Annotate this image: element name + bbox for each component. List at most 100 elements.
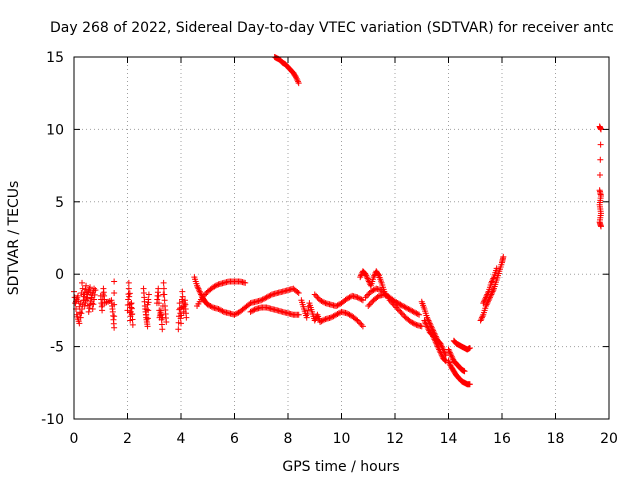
data-point bbox=[312, 316, 319, 323]
data-point bbox=[381, 291, 388, 298]
data-point bbox=[248, 308, 255, 315]
data-point bbox=[358, 296, 365, 303]
data-point bbox=[260, 295, 267, 302]
data-point bbox=[125, 296, 132, 303]
data-point bbox=[78, 310, 85, 317]
data-point bbox=[412, 321, 419, 328]
data-point bbox=[382, 292, 389, 299]
data-point bbox=[369, 298, 376, 305]
data-point bbox=[396, 307, 403, 314]
data-point bbox=[490, 275, 497, 282]
data-point bbox=[597, 156, 604, 163]
data-point bbox=[397, 301, 404, 308]
data-point bbox=[432, 339, 439, 346]
data-point bbox=[354, 294, 361, 301]
data-point bbox=[466, 381, 473, 388]
data-point bbox=[293, 75, 300, 82]
data-point bbox=[295, 80, 302, 87]
data-point bbox=[159, 326, 166, 333]
data-point bbox=[232, 311, 239, 318]
data-point bbox=[305, 307, 312, 314]
data-point bbox=[357, 295, 364, 302]
data-point bbox=[319, 298, 326, 305]
data-point bbox=[423, 321, 430, 328]
data-point bbox=[422, 318, 429, 325]
data-point bbox=[365, 276, 372, 283]
x-tick-label: 18 bbox=[547, 431, 565, 447]
data-point bbox=[364, 275, 371, 282]
data-point bbox=[438, 352, 445, 359]
data-point bbox=[483, 292, 490, 299]
data-point bbox=[383, 292, 390, 299]
data-point bbox=[437, 349, 444, 356]
data-point bbox=[393, 304, 400, 311]
data-point bbox=[394, 305, 401, 312]
data-point bbox=[212, 282, 219, 289]
data-point bbox=[111, 313, 118, 320]
data-point bbox=[183, 314, 190, 321]
data-point bbox=[194, 284, 201, 291]
data-point bbox=[359, 323, 366, 330]
data-point bbox=[317, 297, 324, 304]
data-point bbox=[111, 278, 118, 285]
data-point bbox=[410, 308, 417, 315]
data-point bbox=[398, 302, 405, 309]
data-point bbox=[83, 282, 90, 289]
data-point bbox=[80, 297, 87, 304]
data-point bbox=[125, 285, 132, 292]
data-point bbox=[365, 291, 372, 298]
x-axis-label: GPS time / hours bbox=[282, 459, 399, 475]
data-point bbox=[76, 320, 83, 327]
data-point bbox=[365, 303, 372, 310]
data-point bbox=[79, 301, 86, 308]
data-point bbox=[346, 311, 353, 318]
data-point bbox=[128, 305, 135, 312]
data-point bbox=[367, 300, 374, 307]
data-point bbox=[335, 301, 342, 308]
data-point bbox=[263, 294, 270, 301]
data-point bbox=[422, 320, 429, 327]
data-point bbox=[418, 323, 425, 330]
data-point bbox=[216, 306, 223, 313]
data-point bbox=[363, 272, 370, 279]
data-point bbox=[75, 298, 82, 305]
data-point bbox=[262, 295, 269, 302]
data-point bbox=[128, 311, 135, 318]
x-tick-label: 16 bbox=[493, 431, 511, 447]
data-point bbox=[370, 274, 377, 281]
data-point bbox=[318, 318, 325, 325]
data-point bbox=[413, 310, 420, 317]
data-point bbox=[179, 288, 186, 295]
data-point bbox=[126, 293, 133, 300]
data-point bbox=[355, 318, 362, 325]
data-point bbox=[354, 317, 361, 324]
data-point bbox=[295, 78, 302, 85]
data-point bbox=[343, 295, 350, 302]
data-point bbox=[126, 290, 133, 297]
data-point bbox=[461, 368, 468, 375]
data-point bbox=[319, 317, 326, 324]
data-point bbox=[79, 285, 86, 292]
data-point bbox=[401, 313, 408, 320]
data-point bbox=[304, 311, 311, 318]
data-point bbox=[86, 305, 93, 312]
data-point bbox=[246, 301, 253, 308]
data-point bbox=[359, 297, 366, 304]
data-point bbox=[369, 287, 376, 294]
x-tick-label: 12 bbox=[386, 431, 404, 447]
data-point bbox=[363, 292, 370, 299]
data-point bbox=[374, 294, 381, 301]
data-point bbox=[597, 126, 604, 133]
data-point bbox=[195, 285, 202, 292]
data-point bbox=[396, 300, 403, 307]
data-point bbox=[397, 308, 404, 315]
data-point bbox=[321, 299, 328, 306]
data-point bbox=[178, 312, 185, 319]
data-point bbox=[129, 316, 136, 323]
x-tick-label: 2 bbox=[123, 431, 132, 447]
data-point bbox=[234, 310, 241, 317]
data-point bbox=[214, 282, 221, 289]
data-point bbox=[111, 290, 118, 297]
data-point bbox=[111, 324, 118, 331]
